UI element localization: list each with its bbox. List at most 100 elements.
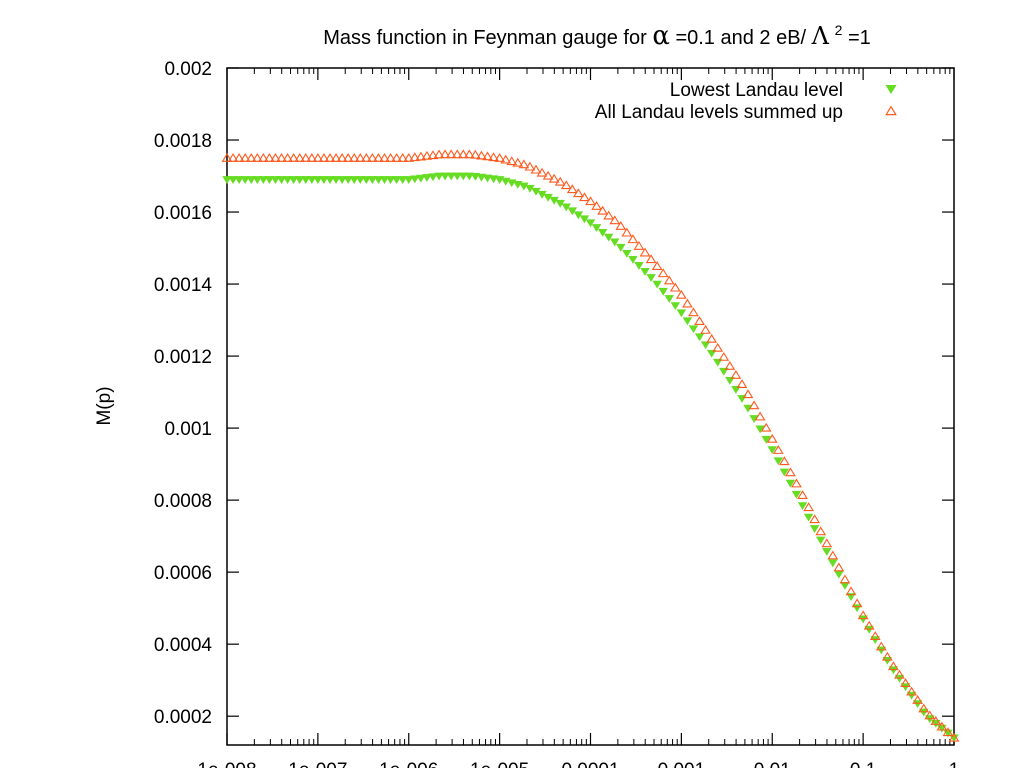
data-point-lowest xyxy=(834,570,844,579)
data-point-all-levels xyxy=(397,153,409,162)
data-point-lowest xyxy=(640,268,650,276)
y-tick-label: 0.0004 xyxy=(154,635,213,656)
data-point-all-levels xyxy=(282,153,293,162)
data-point-lowest xyxy=(767,446,777,455)
data-point-all-levels xyxy=(875,641,887,651)
title-suffix: =1 xyxy=(848,27,871,49)
data-point-all-levels xyxy=(579,192,590,202)
data-point-all-levels xyxy=(724,360,736,370)
data-point-all-levels xyxy=(312,153,324,162)
data-point-lowest xyxy=(313,176,323,184)
data-point-all-levels xyxy=(342,153,354,162)
data-point-all-levels xyxy=(409,152,421,162)
data-point-lowest xyxy=(434,172,444,181)
data-point-lowest xyxy=(385,176,396,184)
data-point-lowest xyxy=(367,176,378,184)
data-point-all-levels xyxy=(627,234,639,244)
data-point-lowest xyxy=(355,176,366,184)
data-point-all-levels xyxy=(881,651,893,661)
data-point-all-levels xyxy=(336,153,348,162)
data-point-lowest xyxy=(797,502,808,511)
data-point-lowest xyxy=(361,176,372,184)
data-point-lowest xyxy=(700,341,711,350)
x-tick-label: 1e-006 xyxy=(379,760,438,768)
data-point-all-levels xyxy=(518,159,530,169)
legend: Lowest Landau level All Landau levels su… xyxy=(595,80,897,123)
data-point-all-levels xyxy=(348,153,360,162)
x-tick-label: 0.01 xyxy=(754,760,791,768)
data-point-all-levels xyxy=(736,379,748,388)
data-point-all-levels xyxy=(888,661,899,671)
data-point-all-levels xyxy=(918,703,930,713)
data-point-lowest xyxy=(779,468,790,477)
data-point-all-levels xyxy=(257,153,269,162)
data-point-all-levels xyxy=(833,562,845,572)
data-point-all-levels xyxy=(839,574,851,584)
series-lowest-landau-level xyxy=(222,172,959,743)
data-point-all-levels xyxy=(663,275,675,285)
data-point-lowest xyxy=(791,490,802,499)
data-point-all-levels xyxy=(367,153,378,162)
data-point-all-levels xyxy=(930,716,942,725)
data-point-lowest xyxy=(815,536,826,545)
legend-label-lowest-landau-level: Lowest Landau level xyxy=(670,80,843,101)
data-point-all-levels xyxy=(482,151,493,161)
data-point-all-levels xyxy=(772,445,784,454)
data-point-lowest xyxy=(876,646,887,655)
data-point-lowest xyxy=(840,582,850,590)
data-point-all-levels xyxy=(869,631,881,640)
data-point-all-levels xyxy=(803,502,814,512)
data-point-lowest xyxy=(670,302,681,311)
data-point-lowest xyxy=(622,249,632,258)
data-point-lowest xyxy=(803,513,814,522)
data-point-lowest xyxy=(519,182,529,191)
data-point-all-levels xyxy=(821,538,833,548)
data-point-lowest xyxy=(694,333,705,342)
data-point-all-levels xyxy=(488,152,499,162)
x-tick-label: 1 xyxy=(949,760,960,768)
data-point-all-levels xyxy=(851,598,863,608)
data-point-lowest xyxy=(301,176,311,184)
data-point-all-levels xyxy=(621,227,633,237)
data-point-all-levels xyxy=(476,150,487,160)
data-point-all-levels xyxy=(233,153,245,162)
data-point-lowest xyxy=(349,176,359,184)
data-point-all-levels xyxy=(675,289,687,299)
data-point-all-levels xyxy=(536,167,548,177)
y-tick-label: 0.002 xyxy=(164,59,212,80)
data-point-all-levels xyxy=(300,153,312,162)
data-point-all-levels xyxy=(827,550,839,560)
data-point-all-levels xyxy=(791,478,802,488)
data-point-all-levels xyxy=(470,149,481,159)
data-point-lowest xyxy=(331,176,341,184)
data-point-lowest xyxy=(404,176,414,184)
data-point-all-levels xyxy=(603,210,615,220)
data-point-all-levels xyxy=(264,153,275,162)
data-point-lowest xyxy=(222,176,232,184)
data-point-lowest xyxy=(391,176,402,184)
data-point-all-levels xyxy=(427,150,439,160)
data-point-all-levels xyxy=(251,153,263,162)
data-point-lowest xyxy=(888,666,899,675)
data-point-all-levels xyxy=(585,196,596,206)
data-point-all-levels xyxy=(433,149,445,159)
y-tick-label: 0.001 xyxy=(164,419,212,440)
data-point-all-levels xyxy=(542,170,554,180)
data-point-lowest xyxy=(712,358,723,367)
data-point-lowest xyxy=(373,176,384,184)
data-point-lowest xyxy=(573,211,584,220)
data-point-lowest xyxy=(749,415,759,423)
data-point-lowest xyxy=(725,376,735,385)
data-point-all-levels xyxy=(306,153,318,162)
data-point-all-levels xyxy=(688,307,699,317)
data-point-all-levels xyxy=(512,157,524,167)
data-point-all-levels xyxy=(591,201,602,210)
data-point-lowest xyxy=(319,176,329,184)
data-point-all-levels xyxy=(451,149,463,159)
data-point-all-levels xyxy=(942,727,954,737)
data-point-all-levels xyxy=(894,669,905,679)
data-point-all-levels xyxy=(494,153,506,162)
x-tick-label: 0.001 xyxy=(658,760,706,768)
data-point-all-levels xyxy=(936,721,948,731)
